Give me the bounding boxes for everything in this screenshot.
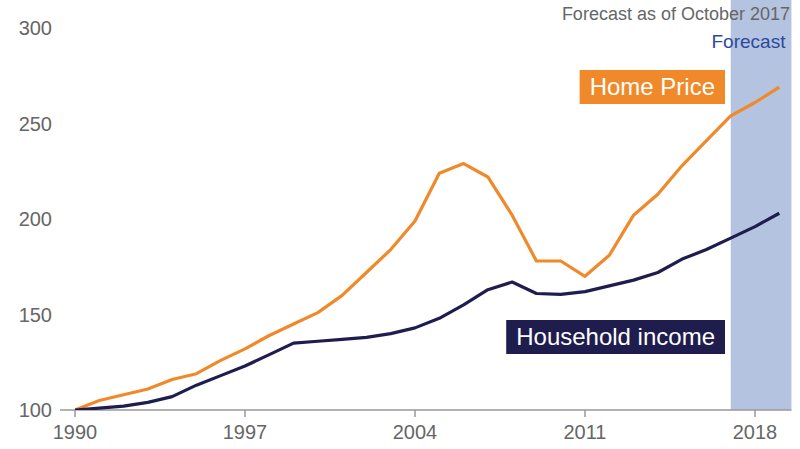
- series-label: Home Price: [580, 70, 725, 104]
- plot-area: [75, 87, 779, 410]
- y-tick-label: 100: [19, 399, 52, 421]
- series-label-box: [580, 70, 725, 104]
- x-tick: [74, 410, 76, 417]
- legend-entry: Home Price: [590, 73, 715, 100]
- series-label: Household income: [506, 320, 725, 354]
- series-label-box: [506, 320, 725, 354]
- x-tick-label: 1990: [53, 421, 98, 443]
- y-tick-label: 150: [19, 304, 52, 326]
- chart: Forecast Forecast as of October 2017 100 15…: [0, 0, 800, 449]
- forecast-band: [731, 0, 792, 410]
- x-tick-label: 2018: [733, 421, 778, 443]
- x-tick: [244, 410, 246, 417]
- x-axis: [60, 409, 791, 411]
- title: Forecast as of October 2017: [562, 4, 790, 24]
- x-tick: [754, 410, 756, 417]
- series-line: [75, 213, 779, 410]
- y-tick-label: 250: [19, 113, 52, 135]
- y-tick-label: 300: [19, 17, 52, 39]
- annotation: Forecast: [712, 31, 787, 52]
- x-tick-label: 2004: [393, 421, 438, 443]
- series-line: [75, 87, 779, 410]
- x-tick: [414, 410, 416, 417]
- legend-entry: Household income: [516, 323, 715, 350]
- y-tick-label: 200: [19, 208, 52, 230]
- x-tick-label: 2011: [563, 421, 606, 443]
- x-tick: [584, 410, 586, 417]
- x-tick-label: 1997: [223, 421, 268, 443]
